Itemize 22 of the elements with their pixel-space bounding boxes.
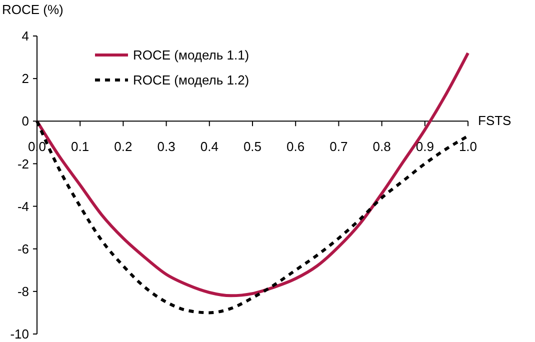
y-tick-label: -8 (17, 284, 29, 299)
y-tick-label: 2 (22, 71, 29, 86)
x-tick-label: 0.4 (200, 139, 218, 154)
x-tick-label: 0.8 (372, 139, 391, 154)
y-axis-title: ROCE (%) (2, 2, 64, 17)
legend-label: ROCE (модель 1.1) (133, 48, 250, 63)
x-tick-label: 0.6 (286, 139, 305, 154)
y-tick-label: -10 (10, 326, 29, 342)
y-tick-label: 0 (22, 114, 29, 129)
x-tick-label: 0.1 (71, 139, 90, 154)
x-tick-label: 0.5 (243, 139, 262, 154)
legend-label: ROCE (модель 1.2) (133, 72, 250, 88)
x-axis-title: FSTS (478, 113, 512, 128)
x-tick-label: 1.0 (458, 139, 478, 154)
y-tick-label: -2 (17, 156, 29, 172)
x-tick-label: 0.2 (114, 139, 132, 154)
x-tick-label: 0.9 (416, 139, 434, 154)
x-tick-label: 0.3 (157, 139, 176, 154)
y-tick-label: 4 (22, 28, 29, 44)
y-tick-label: -6 (17, 241, 29, 256)
x-tick-label: 0.7 (330, 139, 348, 154)
y-tick-label: -4 (17, 198, 29, 214)
